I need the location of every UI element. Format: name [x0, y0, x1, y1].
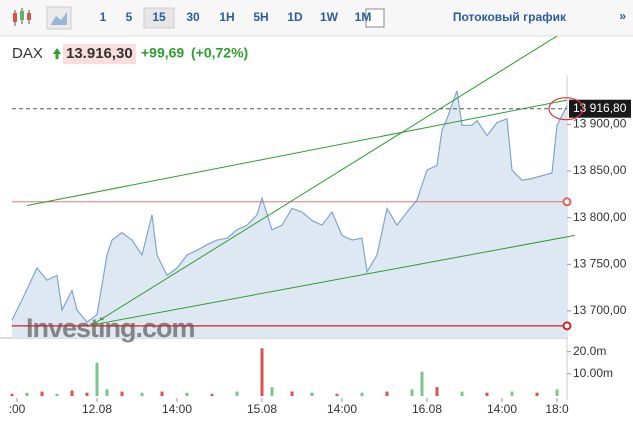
volume-bar [210, 393, 214, 396]
interval-button[interactable]: 5H [253, 10, 268, 24]
volume-bar [235, 391, 239, 396]
volume-bar [105, 389, 109, 396]
trend-line [26, 99, 568, 207]
highlight-circle [548, 97, 584, 121]
volume-bar [160, 391, 164, 396]
y-tick-label: 10.00m [573, 366, 613, 380]
change-percent: (+0,72%) [191, 45, 248, 61]
level-handle [562, 321, 572, 331]
volume-bar [420, 371, 424, 396]
volume-bar [290, 391, 294, 396]
volume-bar [70, 390, 74, 396]
level-handle [562, 197, 572, 207]
volume-bar [120, 391, 124, 396]
last-price-badge [569, 99, 631, 118]
x-tick-label: 18:0 [545, 402, 569, 416]
y-tick-label: 13 850,00 [573, 163, 627, 177]
interval-button[interactable]: 1W [320, 10, 339, 24]
price-line [11, 90, 568, 323]
volume-bar [40, 391, 44, 396]
interval-button[interactable]: 5 [126, 10, 133, 24]
volume-bar [140, 392, 144, 396]
x-tick-label: 14:00 [487, 402, 517, 416]
price-area [12, 90, 567, 338]
volume-bar [485, 392, 489, 396]
interval-button[interactable]: 1H [219, 10, 234, 24]
change: +99,69 [141, 45, 184, 61]
x-tick-label: 16.08 [412, 402, 442, 416]
trend-line [91, 234, 576, 326]
x-tick-label: :00 [9, 402, 26, 416]
volume-bar [335, 393, 339, 396]
area-icon-shape [51, 12, 67, 25]
watermark: Investing.com [26, 313, 195, 343]
area-icon[interactable] [46, 6, 72, 30]
indicator-icon[interactable] [365, 8, 385, 28]
volume-bar [535, 392, 539, 396]
volume-bar [10, 393, 14, 396]
up-arrow [53, 48, 61, 59]
interval-button[interactable]: 30 [186, 10, 200, 24]
volume-bar [260, 348, 264, 396]
active-interval-bg [143, 7, 175, 29]
last-price-label: 13 916,80 [573, 101, 627, 115]
volume-bar [410, 389, 414, 396]
y-tick-label: 20.0m [573, 344, 606, 358]
volume-bar [85, 392, 89, 396]
x-tick-label: 12.08 [82, 402, 112, 416]
volume-bar [460, 391, 464, 396]
trend-lines [26, 36, 576, 326]
more-button[interactable]: » [619, 9, 626, 23]
volume-bar [185, 392, 189, 396]
volume-bar [435, 387, 439, 396]
x-tick-label: 15.08 [247, 402, 277, 416]
price: 13.916,30 [66, 45, 133, 62]
symbol: DAX [12, 45, 43, 62]
stream-link[interactable]: Потоковый график [453, 10, 567, 24]
volume-bar [270, 387, 274, 396]
trend-line [91, 36, 559, 326]
price-highlight [63, 44, 136, 64]
volume-bar [55, 393, 59, 396]
volume-bar [555, 389, 559, 396]
x-tick-label: 14:00 [327, 402, 357, 416]
volume-bar [25, 392, 29, 396]
y-tick-label: 13 800,00 [573, 210, 627, 224]
volume-bar [360, 392, 364, 396]
volume-bar [95, 362, 99, 396]
y-tick-label: 13 750,00 [573, 256, 627, 270]
interval-button[interactable]: 15 [152, 10, 166, 24]
volume-bar [385, 391, 389, 396]
volume-bar [510, 391, 514, 396]
interval-button[interactable]: 1M [355, 10, 372, 24]
toolbar [0, 0, 633, 36]
volume-bar [310, 392, 314, 396]
interval-button[interactable]: 1 [100, 10, 107, 24]
y-tick-label: 13 700,00 [573, 303, 627, 317]
candle-icon[interactable] [13, 8, 31, 26]
y-tick-label: 13 900,00 [573, 117, 627, 131]
interval-button[interactable]: 1D [287, 10, 303, 24]
x-tick-label: 14:00 [162, 402, 192, 416]
